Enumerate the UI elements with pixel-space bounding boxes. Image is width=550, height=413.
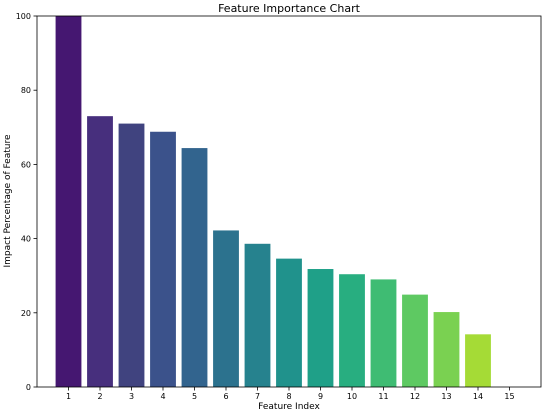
bar-feature-2 [87, 116, 113, 388]
x-tick-label: 9 [318, 392, 323, 401]
bar-feature-6 [213, 230, 239, 387]
bar-feature-14 [465, 334, 491, 387]
bars-group [55, 16, 491, 388]
y-tick-label: 100 [16, 12, 31, 21]
bar-feature-3 [118, 123, 145, 387]
bar-feature-13 [433, 312, 460, 387]
bar-feature-12 [402, 294, 428, 387]
bar-feature-1 [55, 16, 82, 387]
x-tick-label: 12 [410, 392, 420, 401]
bar-feature-4 [150, 131, 176, 387]
x-axis-label: Feature Index [258, 402, 320, 412]
bar-feature-10 [339, 274, 365, 387]
y-tick-label: 0 [26, 383, 31, 392]
x-tick-label: 14 [473, 392, 483, 401]
x-tick-label: 10 [347, 392, 357, 401]
y-tick-label: 60 [21, 160, 31, 169]
x-tick-label: 6 [223, 392, 228, 401]
bar-feature-7 [244, 243, 271, 387]
x-tick-label: 13 [441, 392, 451, 401]
x-tick-label: 7 [255, 392, 260, 401]
x-tick-label: 8 [286, 392, 291, 401]
y-tick-label: 80 [21, 86, 31, 95]
bar-feature-11 [370, 279, 397, 387]
bar-feature-5 [181, 148, 208, 387]
chart-title: Feature Importance Chart [218, 2, 361, 15]
x-tick-label: 3 [129, 392, 134, 401]
x-tick-label: 5 [192, 392, 197, 401]
x-tick-label: 2 [97, 392, 102, 401]
y-axis-label: Impact Percentage of Feature [3, 134, 13, 267]
y-tick-label: 20 [21, 309, 31, 318]
x-tick-label: 15 [504, 392, 514, 401]
bar-feature-8 [276, 258, 302, 387]
x-tick-label: 1 [66, 392, 71, 401]
y-tick-label: 40 [21, 235, 31, 244]
x-tick-label: 4 [160, 392, 165, 401]
x-tick-label: 11 [378, 392, 388, 401]
bar-feature-9 [307, 269, 334, 387]
